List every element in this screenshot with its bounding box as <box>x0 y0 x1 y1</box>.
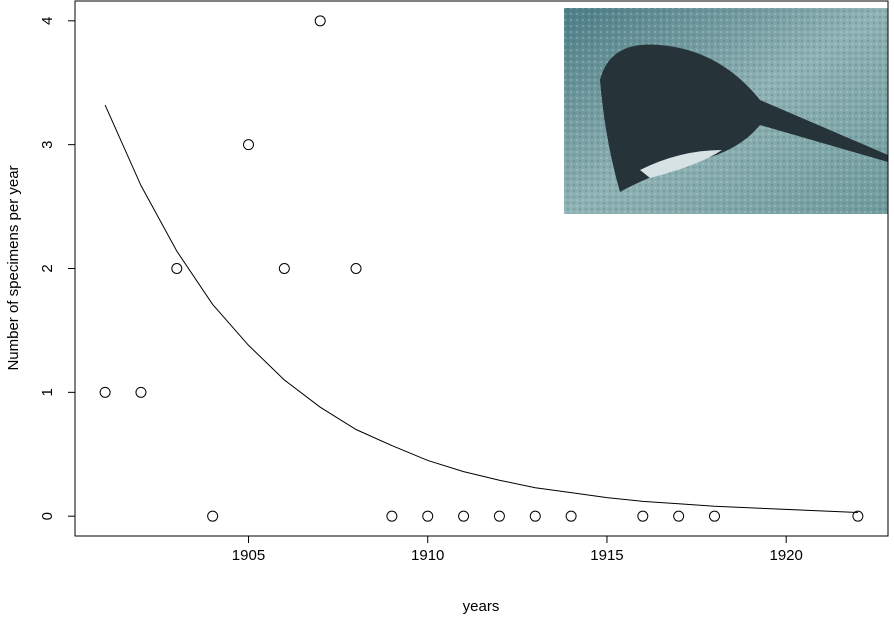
data-point <box>314 15 326 27</box>
data-point <box>207 510 219 522</box>
data-point <box>565 510 577 522</box>
x-tick-label: 1915 <box>590 547 623 564</box>
inset-photo <box>564 8 888 214</box>
y-tick-label: 1 <box>39 388 56 396</box>
data-point <box>350 263 362 274</box>
y-tick-label: 2 <box>39 264 56 272</box>
data-point <box>529 510 541 522</box>
x-tick-label: 1910 <box>411 547 444 564</box>
data-point <box>709 510 721 522</box>
data-point <box>171 263 183 274</box>
x-axis-label: years <box>463 598 500 615</box>
data-point <box>278 263 290 274</box>
fitted-curve <box>104 104 858 513</box>
data-point <box>493 510 505 522</box>
data-point <box>458 510 470 522</box>
x-tick-label: 1920 <box>770 547 803 564</box>
data-point <box>386 510 398 522</box>
y-tick-label: 3 <box>39 140 56 148</box>
data-point <box>673 510 685 522</box>
data-point <box>135 386 147 398</box>
y-tick-label: 4 <box>39 17 56 25</box>
y-tick-label: 0 <box>39 512 56 520</box>
data-point <box>637 510 649 522</box>
x-tick-label: 1905 <box>232 547 265 564</box>
y-axis-label: Number of specimens per year <box>5 165 22 370</box>
data-point <box>242 139 254 151</box>
data-point <box>422 510 434 522</box>
data-point <box>99 386 111 398</box>
data-point <box>852 510 864 522</box>
